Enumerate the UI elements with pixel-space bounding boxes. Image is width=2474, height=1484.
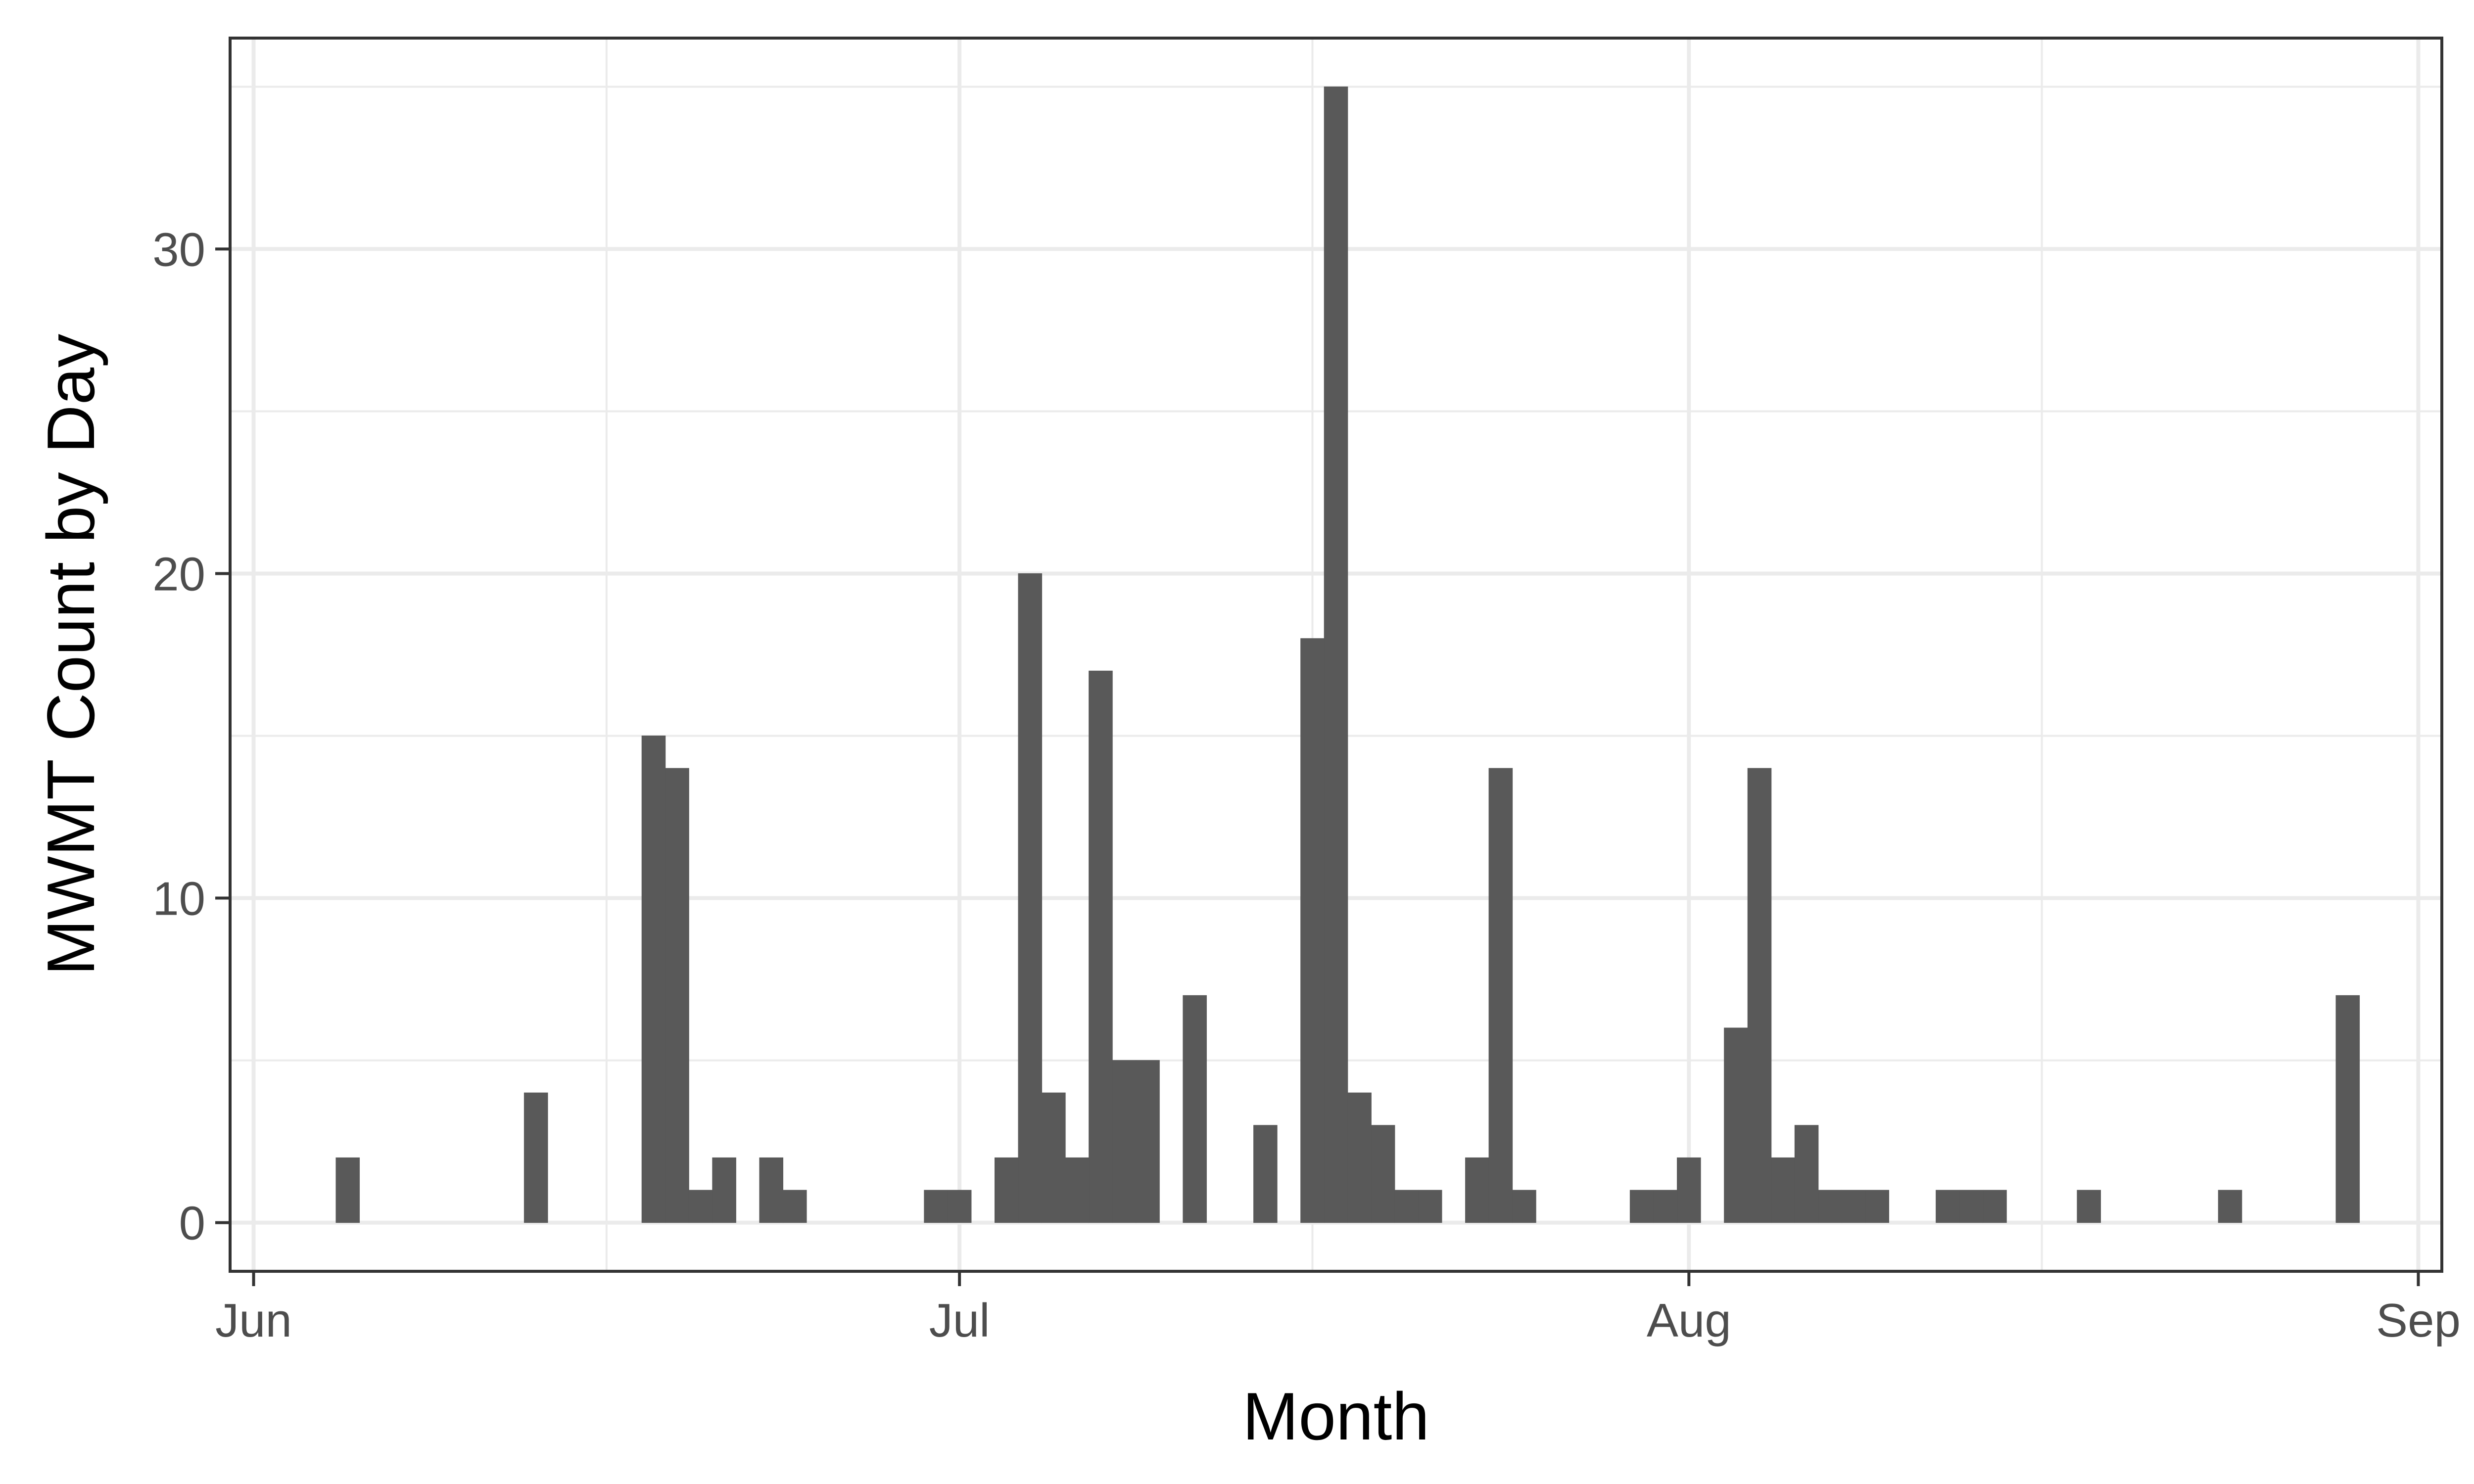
bar bbox=[1936, 1190, 1960, 1223]
y-tick-label: 20 bbox=[152, 548, 205, 601]
bar bbox=[1865, 1190, 1889, 1223]
bar bbox=[1395, 1190, 1419, 1223]
bar bbox=[1959, 1190, 1983, 1223]
x-tick-label: Jun bbox=[215, 1294, 292, 1347]
bar bbox=[689, 1190, 713, 1223]
bar bbox=[642, 736, 666, 1223]
bar bbox=[2077, 1190, 2101, 1223]
bar bbox=[760, 1158, 783, 1222]
y-tick-label: 0 bbox=[179, 1197, 205, 1250]
bar bbox=[1842, 1190, 1865, 1223]
bar bbox=[1724, 1028, 1748, 1223]
bar bbox=[524, 1093, 548, 1222]
bar bbox=[1748, 768, 1771, 1222]
x-tick-label: Aug bbox=[1647, 1294, 1731, 1347]
bar bbox=[1983, 1190, 2007, 1223]
x-axis-title: Month bbox=[1242, 1379, 1429, 1454]
x-tick-label: Sep bbox=[2376, 1294, 2461, 1347]
bar bbox=[2218, 1190, 2242, 1223]
y-tick-label: 10 bbox=[152, 873, 205, 926]
bar bbox=[1183, 995, 1207, 1222]
y-tick-label: 30 bbox=[152, 223, 205, 276]
y-axis-title: MWMT Count by Day bbox=[33, 334, 108, 975]
bar bbox=[1112, 1061, 1136, 1223]
bar bbox=[1466, 1158, 1489, 1222]
bar bbox=[1136, 1061, 1160, 1223]
bar bbox=[1630, 1190, 1654, 1223]
bar bbox=[1348, 1093, 1372, 1222]
bar bbox=[2336, 995, 2360, 1222]
bar bbox=[1089, 671, 1113, 1222]
bar bbox=[1654, 1190, 1677, 1223]
bar bbox=[1371, 1125, 1395, 1223]
bar bbox=[1489, 768, 1513, 1222]
bar bbox=[783, 1190, 807, 1223]
bar bbox=[1771, 1158, 1795, 1222]
bar bbox=[1513, 1190, 1536, 1223]
bar bbox=[1677, 1158, 1701, 1222]
y-axis: 0 10 20 30 bbox=[152, 223, 230, 1250]
bar bbox=[1065, 1158, 1089, 1222]
bar bbox=[1254, 1125, 1278, 1223]
bar bbox=[924, 1190, 948, 1223]
bar bbox=[1324, 87, 1348, 1222]
bar bbox=[713, 1158, 736, 1222]
bar bbox=[1018, 573, 1042, 1222]
bar bbox=[948, 1190, 971, 1223]
bar bbox=[1795, 1125, 1818, 1223]
bar bbox=[1818, 1190, 1842, 1223]
x-axis: Jun Jul Aug Sep bbox=[215, 1271, 2461, 1347]
bar bbox=[336, 1158, 360, 1222]
bar bbox=[1418, 1190, 1442, 1223]
bar bbox=[1301, 639, 1325, 1223]
x-tick-label: Jul bbox=[929, 1294, 990, 1347]
bar bbox=[666, 768, 689, 1222]
bar bbox=[1042, 1093, 1066, 1222]
bar bbox=[995, 1158, 1018, 1222]
